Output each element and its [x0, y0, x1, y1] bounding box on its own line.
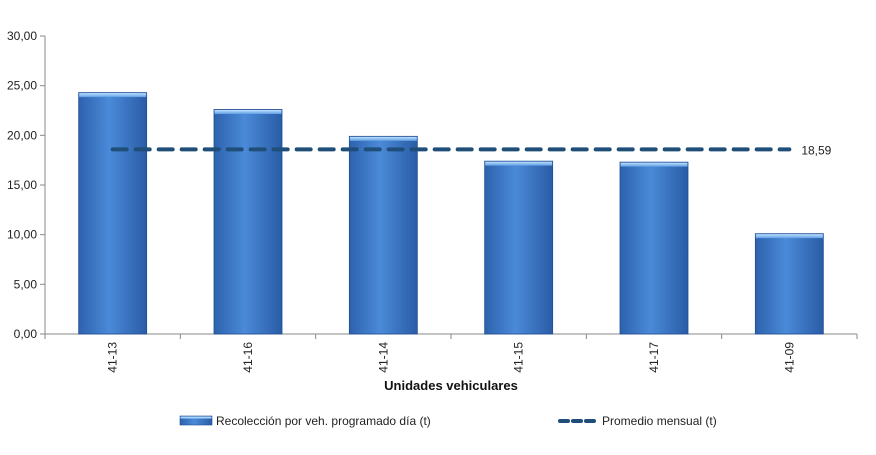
bars [78, 92, 824, 335]
y-tick-label: 25,00 [7, 79, 37, 93]
x-axis-title: Unidades vehiculares [384, 378, 518, 393]
x-tick-label: 41-17 [647, 342, 661, 373]
bar-top-highlight [79, 93, 147, 98]
y-tick-label: 20,00 [7, 128, 37, 142]
legend-label-line: Promedio mensual (t) [602, 414, 717, 428]
x-tick-label: 41-16 [241, 342, 255, 373]
y-tick-label: 5,00 [14, 277, 38, 291]
y-tick-label: 10,00 [7, 228, 37, 242]
bar-41-13 [78, 92, 148, 335]
axes: 0,00 5,00 10,00 15,00 20,00 25,00 30,00 [7, 29, 858, 341]
bar-top-highlight [485, 161, 553, 166]
bar-41-15 [484, 160, 554, 335]
x-tick-label: 41-14 [376, 342, 390, 373]
bar-top-highlight [755, 234, 823, 239]
legend: Recolección por veh. programado día (t) P… [179, 414, 717, 428]
y-tick-label: 30,00 [7, 29, 37, 43]
y-tick-label: 0,00 [14, 327, 38, 341]
y-tick-label: 15,00 [7, 178, 37, 192]
x-tick-label: 41-13 [106, 342, 120, 373]
bar-top-highlight [620, 162, 688, 167]
x-tick-label: 41-15 [512, 342, 526, 373]
legend-bar-swatch [179, 415, 213, 426]
legend-label-bars: Recolección por veh. programado día (t) [216, 414, 431, 428]
x-tick-label: 41-09 [782, 342, 796, 373]
bar-41-16 [213, 109, 283, 335]
bar-top-highlight [349, 136, 417, 141]
bar-top-highlight [214, 110, 282, 115]
bar-41-17 [619, 161, 689, 335]
labels: 41-13 41-16 41-14 41-15 41-17 41-09 18,59 [106, 143, 832, 372]
bar-41-14 [348, 135, 418, 335]
average-data-label: 18,59 [801, 143, 831, 157]
legend-bar-swatch-highlight [180, 416, 212, 419]
bar-41-09 [754, 233, 824, 335]
